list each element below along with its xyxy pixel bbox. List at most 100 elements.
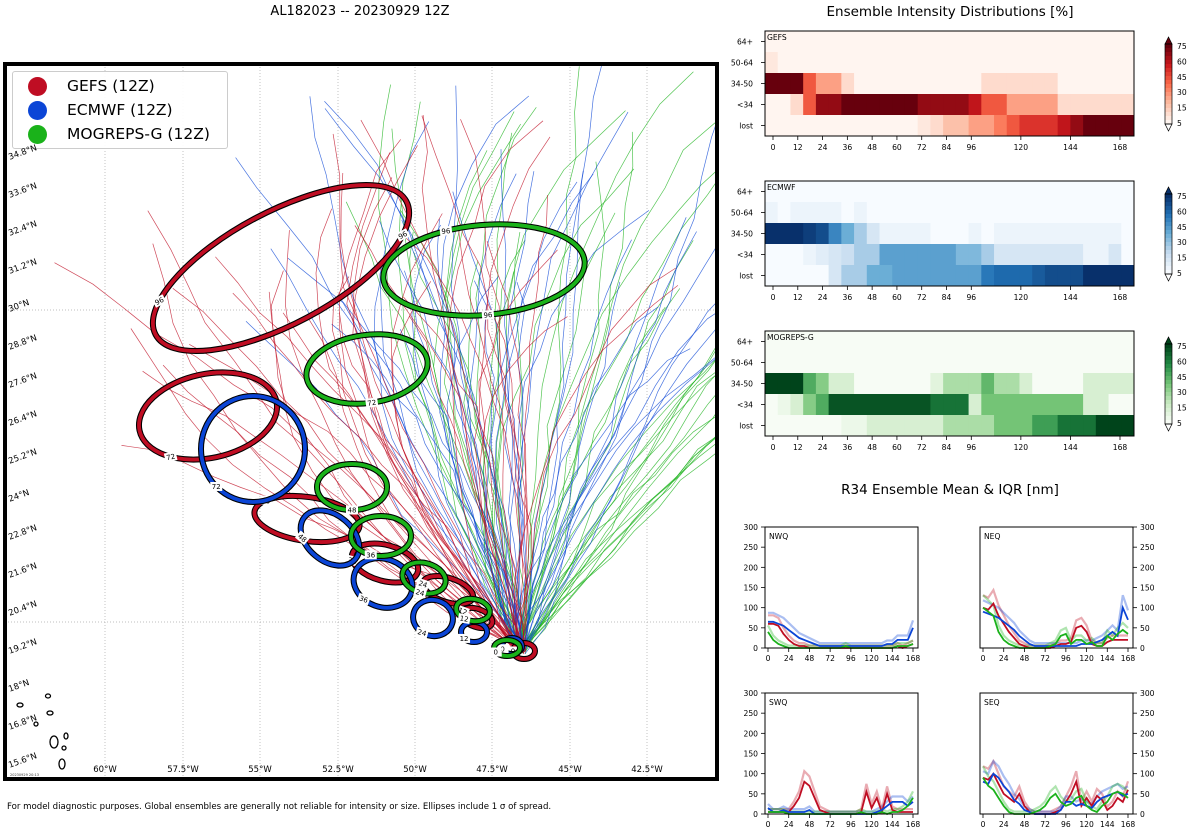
ellipse-label: 12: [459, 614, 469, 623]
heatmap-cell: [765, 394, 779, 416]
heatmap-cell: [1121, 52, 1135, 74]
ellipse-ecmwf-24: 24: [410, 596, 456, 640]
member-track: [518, 180, 717, 654]
heatmap-cell: [828, 73, 842, 95]
heatmap-cell: [1019, 265, 1033, 287]
r34-xtick: 144: [885, 820, 900, 829]
heatmap-cell: [1095, 115, 1110, 137]
heatmap-cell: [981, 52, 995, 74]
heatmap-cell: [1032, 52, 1046, 74]
member-track: [460, 119, 528, 652]
r34-panel-name: NWQ: [769, 532, 788, 541]
ellipse-mogreps-g-48: 48: [314, 461, 390, 515]
heatmap-cell: [828, 394, 842, 416]
ellipse-label: 72: [212, 483, 221, 491]
heatmap-cell: [1095, 331, 1110, 353]
ellipse-label: 72: [367, 399, 377, 408]
r34-ytick: 300: [744, 523, 759, 532]
heatmap-cell: [892, 73, 906, 95]
heatmap-mogreps-g: 64+ 50-64 34-50 <34 lost MOGREPS-G 0 12 24 36 48 60…: [731, 330, 1135, 452]
heatmap-cell: [1057, 394, 1071, 416]
heatmap-cell: [892, 331, 906, 353]
heatmap-cell: [854, 115, 868, 137]
heatmap-cell: [777, 265, 791, 287]
heatmap-cell: [765, 31, 779, 53]
heatmap-cell: [854, 202, 868, 224]
heatmap-cell: [1070, 31, 1084, 53]
heatmap-cell: [815, 223, 830, 245]
r34-mean-line: [982, 604, 1129, 647]
map-date-stamp: 20230929 20:13: [10, 773, 39, 777]
member-track: [215, 256, 518, 649]
colorbar-arrow-top: [1164, 186, 1173, 195]
heatmap-cell: [892, 31, 906, 53]
ellipse-mogreps-g-12: 12: [453, 595, 493, 625]
colorbar-tick: 30: [1177, 88, 1187, 97]
heatmap-cell: [1121, 265, 1135, 287]
member-track: [520, 326, 717, 654]
colorbar-segment: [1165, 64, 1172, 69]
heatmap-cell: [1083, 31, 1097, 53]
colorbar-segment: [1165, 360, 1172, 365]
heatmap-ytick: <34: [737, 101, 753, 110]
heatmap-cell: [1095, 394, 1110, 416]
colorbar-segment: [1165, 348, 1172, 353]
heatmap-cell: [1032, 73, 1046, 95]
heatmap-cell: [879, 352, 893, 374]
heatmap-cell: [777, 202, 791, 224]
heatmap-cell: [790, 52, 804, 74]
member-track: [522, 347, 717, 648]
r34-panel-seq: SEQ 300 250 200 150 100 50 0 0 24 48 72 96 120 144 168: [979, 689, 1155, 829]
heatmap-cell: [1044, 394, 1059, 416]
colorbar-segment: [1165, 238, 1172, 243]
heatmap-cell: [981, 115, 995, 137]
lon-label: 42.5°W: [631, 765, 663, 775]
heatmap-xtick: 168: [1113, 443, 1128, 452]
island: [49, 735, 59, 749]
heatmap-cell: [765, 52, 779, 74]
colorbar-segment: [1165, 206, 1172, 211]
member-track: [235, 157, 523, 648]
r34-ytick: 200: [1140, 729, 1155, 738]
colorbar-tick: 60: [1177, 357, 1187, 366]
member-track: [521, 245, 717, 653]
colorbar-segment: [1165, 408, 1172, 413]
heatmap-xtick: 72: [917, 143, 927, 152]
heatmap-cell: [1083, 52, 1097, 74]
ellipse-stroke: [454, 596, 492, 624]
heatmap-cell: [841, 31, 855, 53]
r34-ytick: 250: [1140, 543, 1155, 552]
heatmap-cell: [1032, 373, 1046, 395]
colorbar-gefs: 75 60 45 30 15 5: [1164, 36, 1187, 132]
heatmap-cell: [777, 373, 791, 395]
heatmap-ytick: <34: [737, 401, 753, 410]
heatmap-cell: [1019, 244, 1033, 266]
colorbar-arrow-bottom: [1164, 273, 1173, 282]
heatmap-cell: [815, 202, 830, 224]
heatmap-cell: [1006, 115, 1020, 137]
r34-ytick: 0: [753, 810, 758, 819]
heatmap-cell: [828, 115, 842, 137]
r34-title: R34 Ensemble Mean & IQR [nm]: [841, 482, 1059, 498]
heatmap-cell: [1070, 223, 1084, 245]
heatmap-cell: [1019, 394, 1033, 416]
r34-ytick: 250: [1140, 709, 1155, 718]
heatmap-cell: [930, 394, 944, 416]
heatmap-cell: [777, 352, 791, 374]
colorbar-segment: [1165, 108, 1172, 113]
heatmap-cell: [955, 115, 970, 137]
heatmap-cell: [1121, 352, 1135, 374]
colorbar-segment: [1165, 76, 1172, 81]
r34-xtick: 144: [885, 654, 900, 663]
heatmap-cell: [1095, 181, 1110, 203]
member-track: [421, 115, 524, 651]
heatmap-cell: [1083, 115, 1097, 137]
heatmap-cell: [1032, 31, 1046, 53]
heatmap-cell: [1057, 94, 1071, 116]
heatmap-cell: [866, 223, 881, 245]
heatmap-cell: [917, 31, 931, 53]
ellipse-stroke: [150, 183, 412, 353]
heatmap-cell: [968, 94, 982, 116]
member-track: [522, 434, 717, 649]
ellipse-label: 72: [166, 453, 176, 463]
